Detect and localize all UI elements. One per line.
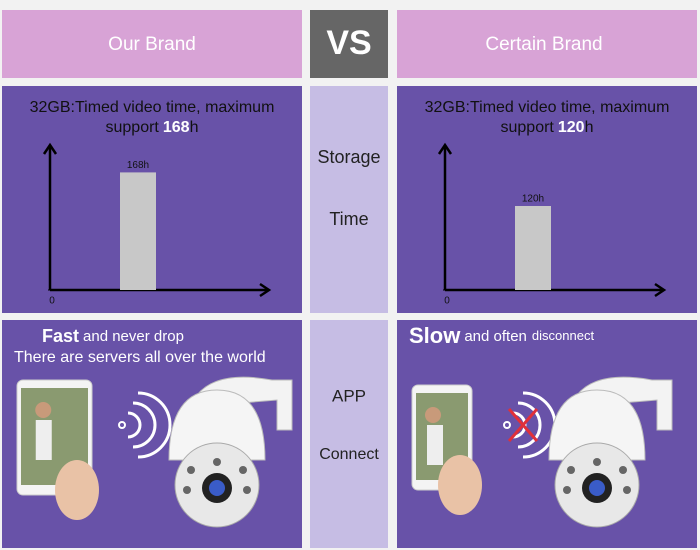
ir-led (563, 486, 571, 494)
photo-person (425, 407, 441, 423)
text-part: support (501, 119, 555, 136)
ir-led (213, 458, 221, 466)
hand (55, 460, 99, 520)
photo-person (35, 402, 52, 418)
panel-text: support 168h (106, 119, 199, 136)
photo-person (35, 420, 52, 460)
axis-arrow (654, 282, 667, 298)
ir-led (619, 466, 627, 474)
camera-lens-glass (589, 480, 605, 496)
value-label: 168h (127, 160, 149, 171)
value-label: 120h (522, 194, 544, 205)
header-vs (310, 10, 388, 78)
brand-label: Our Brand (108, 34, 196, 55)
ir-led (183, 486, 191, 494)
signal-wave (512, 411, 527, 439)
vs-label: VS (326, 24, 371, 62)
hand (438, 455, 482, 515)
signal-dot (118, 421, 126, 429)
panel-text: Fast and never drop (42, 326, 184, 346)
highlight: 168 (163, 119, 190, 136)
row-label-box (310, 86, 388, 313)
photo-person (427, 425, 443, 465)
camera-body (548, 389, 646, 461)
ir-led (593, 458, 601, 466)
panel-text: There are servers all over the world (14, 349, 266, 366)
panel-text: 32GB:Timed video time, maximum (425, 99, 670, 116)
signal-wave (127, 411, 142, 439)
ir-led (187, 466, 195, 474)
camera-body (168, 389, 266, 461)
axis-arrow (437, 142, 453, 155)
row-label: Connect (319, 446, 379, 463)
row-label: Time (329, 209, 368, 229)
row-label-box (310, 320, 388, 548)
row-label: Storage (317, 147, 380, 167)
ir-led (623, 486, 631, 494)
bar (515, 206, 551, 290)
signal-wave (132, 401, 157, 449)
axis-arrow (42, 142, 58, 155)
bar (120, 172, 156, 290)
panel-text: Slow and often disconnect (409, 323, 594, 348)
header-right (397, 10, 697, 78)
ir-led (239, 466, 247, 474)
header-left (2, 10, 302, 78)
panel-text: support 120h (501, 119, 594, 136)
highlight: Fast (42, 326, 79, 346)
signal-wave (517, 401, 542, 449)
signal-wave (137, 391, 172, 459)
signal-dot (503, 421, 511, 429)
text-part: support (106, 119, 160, 136)
text-part: h (585, 119, 594, 136)
text-part: and never drop (83, 328, 184, 345)
camera-lens-glass (209, 480, 225, 496)
tick-label: 0 (49, 296, 55, 307)
ir-led (243, 486, 251, 494)
text-part: and often (464, 328, 527, 345)
highlight: 120 (558, 119, 585, 136)
highlight: Slow (409, 323, 461, 348)
brand-label: Certain Brand (485, 34, 602, 55)
text-part: h (190, 119, 199, 136)
disconnect-mark (507, 408, 539, 442)
tick-label: 0 (444, 296, 450, 307)
panel-text: 32GB:Timed video time, maximum (30, 99, 275, 116)
axis-arrow (259, 282, 272, 298)
text-part: disconnect (532, 328, 595, 343)
row-label: APP (332, 386, 366, 405)
ir-led (567, 466, 575, 474)
